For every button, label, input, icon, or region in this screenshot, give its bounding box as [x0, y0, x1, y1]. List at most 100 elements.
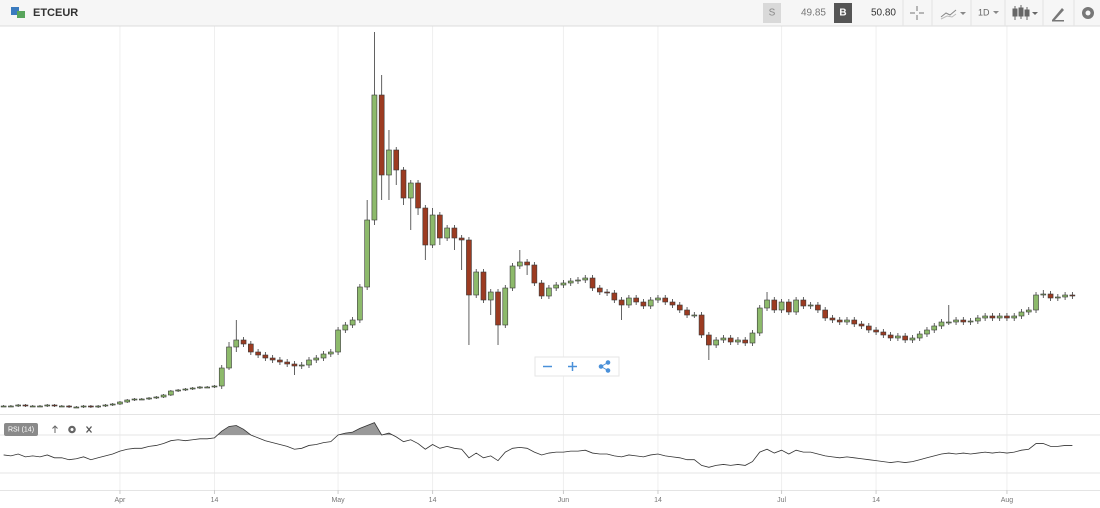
candle-body — [524, 261, 530, 266]
candle-body — [429, 214, 436, 246]
candle-body — [669, 301, 676, 306]
candle-body — [306, 359, 312, 366]
symbol-icon — [11, 7, 25, 18]
candle-body — [538, 282, 545, 297]
candle-body — [400, 169, 407, 199]
candle-body — [466, 239, 472, 296]
candle-body — [1025, 309, 1032, 313]
candle-body — [858, 323, 865, 327]
candle-body — [218, 367, 225, 387]
candle-body — [88, 405, 94, 408]
candle-body — [0, 405, 7, 408]
candle-body — [822, 309, 828, 319]
candle-body — [51, 404, 58, 407]
candle-body — [73, 406, 80, 409]
chart-type-button[interactable] — [1012, 5, 1038, 20]
drawing-button[interactable] — [1052, 8, 1064, 22]
interval[interactable]: 1D — [978, 7, 990, 17]
compare-button[interactable] — [940, 9, 966, 20]
candle-body — [902, 335, 908, 341]
candle-body — [1047, 293, 1054, 299]
candle-body — [66, 405, 72, 408]
candle-body — [945, 321, 952, 324]
candle-body — [960, 319, 967, 323]
candle-body — [975, 317, 981, 322]
candle-body — [589, 277, 596, 289]
candle-body — [248, 343, 254, 353]
candle-body — [720, 337, 727, 341]
candle-body — [517, 261, 523, 267]
candle-body — [197, 386, 203, 389]
zoom-in-button[interactable] — [568, 362, 577, 371]
candle-body — [844, 319, 850, 323]
candle-body — [327, 351, 334, 355]
candle-body — [1069, 294, 1076, 297]
x-tick-label: 14 — [872, 497, 880, 504]
candle-body — [567, 280, 574, 284]
candle-body — [662, 297, 669, 303]
candle-body — [829, 317, 836, 321]
share-button[interactable] — [598, 360, 611, 373]
indicator-close-button[interactable] — [86, 426, 92, 433]
sell-button[interactable] — [763, 3, 781, 23]
candle-body — [582, 277, 589, 281]
candle-body — [320, 353, 327, 359]
candle-body — [444, 227, 450, 239]
candle-body — [560, 282, 567, 286]
candle-body — [982, 315, 988, 319]
grid — [0, 26, 1100, 490]
candle-body — [509, 265, 516, 289]
candle-body — [168, 390, 174, 396]
indicator-settings-button[interactable] — [68, 425, 76, 434]
candle-body — [386, 149, 392, 176]
candle-body — [153, 396, 160, 399]
candle-body — [546, 287, 552, 297]
candle-body — [633, 297, 639, 303]
candle-body — [742, 339, 749, 344]
candle-body — [655, 297, 661, 301]
candle-body — [1062, 294, 1068, 298]
candle-body — [916, 333, 923, 339]
indicator-label: RSI (14) — [8, 426, 34, 433]
x-tick-label: Jun — [558, 497, 569, 504]
x-tick-label: Apr — [115, 497, 127, 504]
indicator-badge[interactable] — [4, 423, 38, 436]
candle-body — [611, 292, 618, 301]
candle-body — [277, 359, 283, 363]
candle-body — [575, 279, 581, 282]
settings-button[interactable] — [1082, 7, 1094, 19]
candle-body — [604, 291, 610, 294]
candle-body — [880, 331, 887, 336]
candle-body — [815, 304, 821, 311]
x-tick-label: 14 — [429, 497, 437, 504]
rsi-line — [3, 422, 1073, 468]
toolbar — [0, 0, 1100, 26]
candle-body — [938, 321, 945, 327]
candle-body — [15, 404, 21, 407]
candle-body — [22, 404, 29, 407]
candle-body — [727, 337, 734, 343]
candle-body — [226, 346, 232, 369]
symbol: ETCEUR — [33, 7, 78, 19]
candle-body — [749, 332, 756, 344]
candle-body — [407, 182, 414, 199]
candle-body — [756, 307, 763, 334]
candle-body — [378, 94, 385, 176]
candle-body — [502, 287, 509, 326]
candle-body — [80, 405, 87, 408]
candle-body — [298, 364, 305, 367]
candle-body — [626, 297, 632, 306]
candle-body — [291, 363, 298, 367]
candle-body — [160, 394, 167, 398]
buy-price: 50.80 — [871, 8, 896, 19]
candle-body — [836, 319, 843, 323]
candle-body — [778, 301, 785, 311]
indicator-up-button[interactable] — [52, 425, 58, 433]
candle-body — [175, 389, 181, 392]
buy-button[interactable] — [834, 3, 852, 23]
candle-body — [357, 286, 363, 321]
crosshair-button[interactable] — [910, 6, 924, 20]
candle-body — [1033, 294, 1039, 311]
candle-body — [1040, 293, 1047, 296]
